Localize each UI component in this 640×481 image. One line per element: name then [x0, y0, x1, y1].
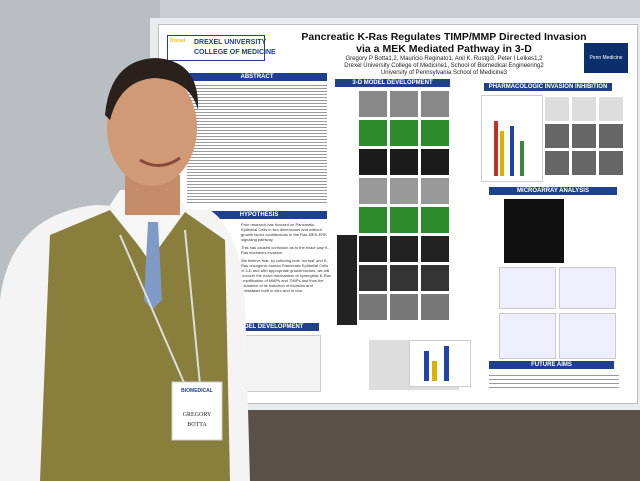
micrograph — [421, 207, 449, 233]
bar-shape — [444, 346, 449, 381]
penn-logo: Penn Medicine — [584, 43, 628, 73]
logo: Drexel DREXEL UNIVERSITY COLLEGE OF MEDI… — [167, 35, 276, 61]
image-column — [337, 235, 357, 325]
poster-title: Pancreatic K-Ras Regulates TIMP/MMP Dire… — [301, 31, 587, 55]
micrograph — [599, 151, 623, 175]
section-header: HYPOTHESIS — [191, 211, 327, 219]
section-header: ABSTRACT — [187, 73, 327, 81]
lanyard — [119, 234, 186, 386]
bar-shape — [494, 121, 498, 176]
face — [107, 70, 197, 186]
section-header: MODEL DEVELOPMENT — [219, 323, 319, 331]
affiliation: University of Pennsylvania School of Med… — [380, 70, 508, 76]
micrograph — [359, 294, 387, 320]
micrograph — [390, 91, 418, 117]
micrograph — [359, 149, 387, 175]
micrograph — [545, 124, 569, 148]
hair — [105, 58, 199, 120]
micrograph — [359, 178, 387, 204]
tag-name: GREGORY — [183, 412, 212, 418]
micrograph — [572, 151, 596, 175]
tie — [144, 222, 162, 310]
hypothesis-text: Prior research has focused on Pancreatic… — [241, 222, 331, 293]
tag-event: BIOMEDICAL — [181, 388, 213, 394]
micrograph — [599, 97, 623, 121]
mouth — [139, 156, 181, 167]
micrograph — [359, 265, 387, 291]
chart-figure — [481, 95, 543, 182]
micrograph — [421, 236, 449, 262]
micrograph — [545, 151, 569, 175]
micrograph — [359, 120, 387, 146]
micrograph — [421, 149, 449, 175]
logo-mark: Drexel — [170, 38, 186, 44]
bar-shape — [432, 361, 437, 381]
micrograph — [572, 97, 596, 121]
bar-shape — [520, 141, 524, 176]
micrograph — [390, 120, 418, 146]
micrograph — [359, 207, 387, 233]
micrograph — [421, 265, 449, 291]
heatmap — [504, 199, 564, 263]
micrograph — [421, 120, 449, 146]
paragraph: Prior research has focused on Pancreatic… — [241, 222, 327, 242]
authors: Gregory P Botta1,2, Mauricio Reginato1, … — [345, 56, 543, 62]
micrograph — [572, 124, 596, 148]
logo-line: COLLEGE OF MEDICINE — [194, 49, 276, 56]
abstract-text — [187, 83, 327, 203]
micrograph — [421, 294, 449, 320]
image-grid — [359, 91, 451, 323]
chart-figure — [499, 267, 556, 309]
logo-line: DREXEL UNIVERSITY — [194, 39, 267, 46]
image-grid — [545, 97, 625, 179]
section-header: FUTURE AIMS — [489, 361, 614, 369]
chart-figure — [559, 313, 616, 359]
micrograph — [390, 178, 418, 204]
bar-shape — [500, 131, 504, 176]
section-header: 3-D MODEL DEVELOPMENT — [335, 79, 450, 87]
micrograph — [421, 91, 449, 117]
paragraph: This has caused confusion as to the exac… — [241, 245, 329, 255]
bar-shape — [424, 351, 429, 381]
micrograph — [390, 265, 418, 291]
micrograph — [421, 178, 449, 204]
micrograph — [545, 97, 569, 121]
micrograph — [390, 236, 418, 262]
micrograph — [390, 149, 418, 175]
bar-shape — [510, 126, 514, 176]
micrograph — [390, 207, 418, 233]
name-tag — [171, 381, 223, 441]
paragraph: We believe that, by culturing both 'norm… — [241, 258, 331, 293]
micrograph — [599, 124, 623, 148]
affiliation: Drexel University College of Medicine1, … — [344, 63, 544, 69]
section-header: MICROARRAY ANALYSIS — [489, 187, 617, 195]
chart-figure — [499, 313, 556, 359]
micrograph — [359, 236, 387, 262]
bar-figure — [409, 340, 471, 387]
lanyard — [184, 229, 201, 386]
future-text — [489, 372, 619, 390]
chart-figure — [559, 267, 616, 309]
micrograph — [359, 91, 387, 117]
micrograph — [390, 294, 418, 320]
section-header: PHARMACOLOGIC INVASION INHIBITION — [484, 83, 612, 91]
tag-name: BOTTA — [187, 422, 207, 428]
